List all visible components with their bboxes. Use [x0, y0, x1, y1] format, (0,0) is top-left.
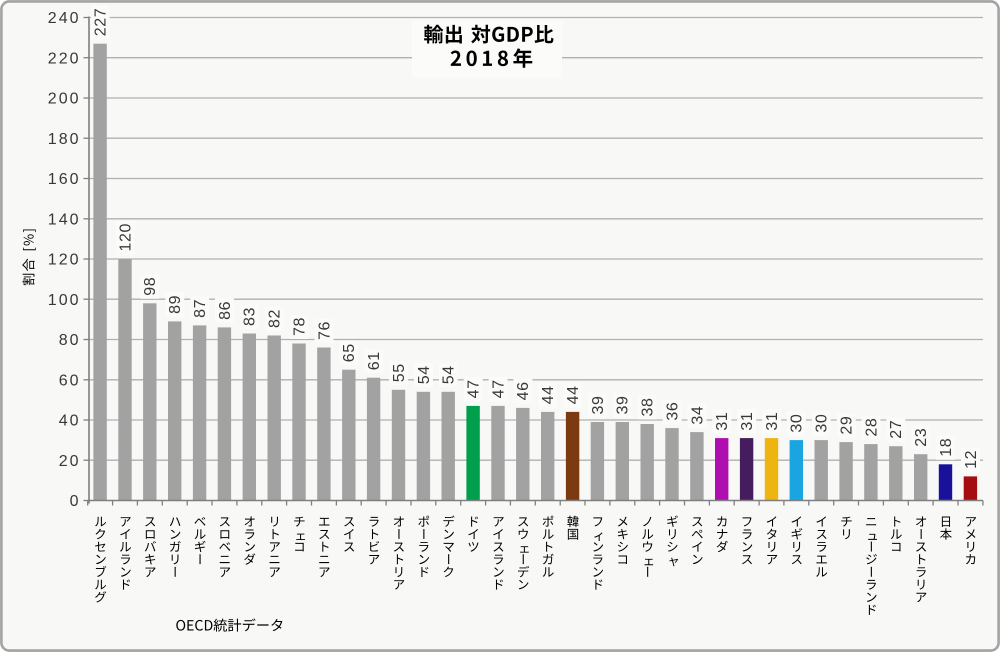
svg-text:180: 180 [48, 131, 81, 148]
svg-text:86: 86 [217, 301, 234, 320]
svg-text:98: 98 [142, 277, 159, 296]
svg-text:83: 83 [242, 307, 259, 326]
svg-text:61: 61 [366, 351, 383, 370]
svg-text:44: 44 [565, 385, 582, 404]
svg-text:87: 87 [192, 299, 209, 318]
svg-text:54: 54 [416, 365, 433, 384]
svg-text:38: 38 [640, 398, 657, 417]
svg-text:80: 80 [59, 332, 81, 349]
svg-text:31: 31 [764, 412, 781, 431]
svg-text:82: 82 [267, 309, 284, 328]
svg-text:18: 18 [938, 438, 955, 457]
svg-text:227: 227 [93, 8, 110, 37]
svg-text:47: 47 [490, 379, 507, 398]
svg-text:34: 34 [689, 406, 706, 425]
svg-text:47: 47 [466, 379, 483, 398]
svg-text:40: 40 [59, 413, 81, 430]
svg-text:89: 89 [167, 295, 184, 314]
svg-text:140: 140 [48, 211, 81, 228]
svg-text:54: 54 [441, 365, 458, 384]
svg-text:220: 220 [48, 50, 81, 67]
svg-text:44: 44 [540, 385, 557, 404]
svg-text:60: 60 [59, 372, 81, 389]
svg-text:240: 240 [48, 10, 81, 27]
svg-text:27: 27 [888, 420, 905, 439]
svg-text:160: 160 [48, 171, 81, 188]
svg-text:30: 30 [789, 414, 806, 433]
svg-text:65: 65 [341, 343, 358, 362]
svg-text:76: 76 [316, 321, 333, 340]
svg-text:20: 20 [59, 453, 81, 470]
svg-text:46: 46 [515, 381, 532, 400]
svg-text:31: 31 [714, 412, 731, 431]
svg-text:120: 120 [117, 223, 134, 252]
svg-text:28: 28 [863, 418, 880, 437]
svg-text:120: 120 [48, 252, 81, 269]
svg-text:0: 0 [70, 493, 81, 510]
svg-text:23: 23 [913, 428, 930, 447]
svg-text:31: 31 [739, 412, 756, 431]
svg-text:100: 100 [48, 292, 81, 309]
svg-text:39: 39 [615, 396, 632, 415]
svg-text:30: 30 [814, 414, 831, 433]
svg-text:55: 55 [391, 363, 408, 382]
svg-text:36: 36 [664, 402, 681, 421]
svg-text:12: 12 [963, 450, 980, 469]
svg-text:29: 29 [839, 416, 856, 435]
svg-text:39: 39 [590, 396, 607, 415]
svg-text:200: 200 [48, 91, 81, 108]
svg-text:78: 78 [291, 317, 308, 336]
